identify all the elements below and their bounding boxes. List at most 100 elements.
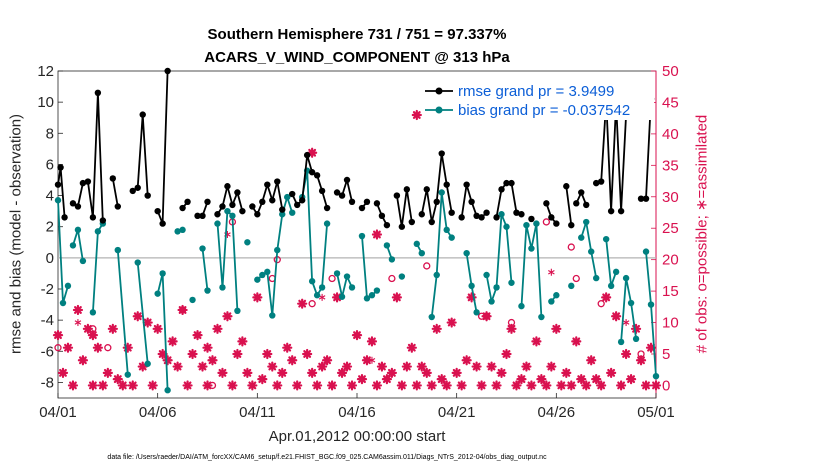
assimilated-count-marker bbox=[640, 380, 652, 391]
bias-point bbox=[568, 282, 575, 290]
rmse-point bbox=[129, 187, 136, 195]
assimilated-count-marker bbox=[172, 361, 183, 372]
assimilated-count-marker bbox=[436, 374, 447, 385]
assimilated-count-marker bbox=[371, 229, 383, 240]
chart-subtitle: ACARS_V_WIND_COMPONENT @ 313 hPa bbox=[204, 49, 510, 66]
bias-point bbox=[64, 282, 72, 290]
assimilated-count-marker bbox=[302, 348, 313, 360]
rmse-point bbox=[438, 150, 445, 157]
assimilated-count-marker bbox=[142, 317, 153, 328]
bias-point bbox=[438, 189, 445, 196]
rmse-point bbox=[239, 207, 246, 215]
rmse-point bbox=[254, 211, 261, 218]
left-tick-label: 8 bbox=[46, 125, 54, 142]
rmse-point bbox=[219, 203, 226, 210]
right-tick-label: 10 bbox=[662, 315, 679, 332]
rmse-point bbox=[154, 207, 161, 215]
bias-point bbox=[338, 293, 346, 300]
left-tick-label: -8 bbox=[41, 374, 54, 391]
bias-point bbox=[652, 373, 660, 380]
rmse-point bbox=[134, 184, 141, 191]
rmse-line bbox=[595, 99, 632, 213]
rmse-point bbox=[553, 220, 560, 227]
possible-count-marker bbox=[542, 218, 551, 226]
rmse-point bbox=[159, 220, 166, 227]
assimilated-count-marker bbox=[546, 361, 557, 372]
assimilated-count-marker bbox=[650, 380, 662, 391]
rmse-point bbox=[308, 169, 316, 176]
assimilated-count-marker bbox=[197, 361, 208, 372]
rmse-point bbox=[74, 203, 82, 210]
x-axis: 04/01 04/06 04/11 04/16 04/21 04/26 05/01 bbox=[39, 393, 675, 421]
bias-line bbox=[201, 248, 209, 291]
assimilated-count-marker bbox=[620, 348, 632, 360]
assimilated-count-marker bbox=[77, 355, 89, 366]
bias-point bbox=[59, 299, 67, 307]
x-tick-label: 04/01 bbox=[39, 404, 77, 421]
rmse-point bbox=[543, 200, 550, 207]
rmse-point bbox=[478, 214, 485, 221]
bias-point bbox=[463, 249, 470, 257]
bias-point bbox=[602, 235, 610, 243]
rmse-point bbox=[194, 212, 201, 220]
assimilated-count-marker bbox=[107, 323, 118, 334]
rmse-point bbox=[563, 183, 570, 190]
rmse-point bbox=[94, 89, 102, 97]
rmse-point bbox=[313, 172, 321, 179]
bias-point bbox=[269, 312, 276, 319]
assimilated-count-marker bbox=[346, 380, 358, 391]
assimilated-count-marker bbox=[456, 380, 467, 391]
bias-point bbox=[578, 234, 585, 241]
right-tick-label: 50 bbox=[662, 63, 679, 80]
bias-point bbox=[642, 248, 650, 255]
assimilated-count-marker bbox=[611, 311, 622, 322]
bias-point bbox=[388, 256, 396, 263]
assimilated-count-marker bbox=[336, 367, 348, 378]
rmse-point bbox=[184, 198, 191, 205]
assimilated-count-marker bbox=[506, 323, 517, 334]
assimilated-count-marker bbox=[471, 361, 482, 372]
possible-count-marker bbox=[572, 274, 580, 283]
left-tick-label: 0 bbox=[46, 250, 54, 267]
rmse-point bbox=[508, 179, 515, 187]
assimilated-count-marker bbox=[212, 323, 223, 334]
assimilated-count-marker bbox=[591, 374, 602, 385]
rmse-point bbox=[298, 197, 306, 204]
rmse-point bbox=[363, 198, 371, 205]
rmse-point bbox=[274, 178, 281, 185]
left-tick-label: 2 bbox=[46, 219, 54, 236]
rmse-point bbox=[597, 178, 605, 185]
assimilated-count-marker bbox=[451, 367, 462, 378]
x-tick-label: 04/26 bbox=[538, 404, 576, 421]
assimilated-count-marker bbox=[62, 342, 74, 353]
bias-point bbox=[622, 274, 630, 282]
rmse-point bbox=[463, 181, 470, 188]
bias-point bbox=[523, 221, 530, 229]
bias-point bbox=[254, 276, 261, 283]
assimilated-count-marker bbox=[74, 319, 82, 327]
assimilated-count-marker bbox=[625, 374, 637, 385]
bias-point bbox=[54, 197, 62, 204]
rmse-line bbox=[396, 188, 413, 228]
assimilated-count-marker bbox=[112, 374, 123, 385]
assimilated-count-marker bbox=[322, 355, 333, 366]
rmse-point bbox=[513, 209, 520, 216]
assimilated-count-marker bbox=[102, 367, 113, 378]
rmse-point bbox=[69, 200, 77, 207]
legend-bias-label: bias grand pr = -0.037542 bbox=[458, 102, 630, 119]
assimilated-count-marker bbox=[516, 374, 527, 385]
assimilated-count-marker bbox=[237, 336, 248, 347]
assimilated-count-marker bbox=[307, 367, 318, 378]
bias-point bbox=[343, 273, 351, 280]
rmse-point bbox=[393, 192, 401, 199]
right-tick-label: 30 bbox=[662, 189, 679, 206]
rmse-point bbox=[61, 214, 68, 221]
assimilated-count-marker bbox=[222, 311, 233, 322]
bias-point bbox=[373, 287, 381, 294]
assimilated-count-marker bbox=[361, 355, 373, 366]
possible-count-marker bbox=[89, 325, 97, 333]
assimilated-count-marker bbox=[396, 380, 407, 391]
right-tick-label: 35 bbox=[662, 157, 679, 174]
assimilated-count-marker bbox=[97, 380, 108, 391]
bias-series bbox=[54, 167, 660, 394]
